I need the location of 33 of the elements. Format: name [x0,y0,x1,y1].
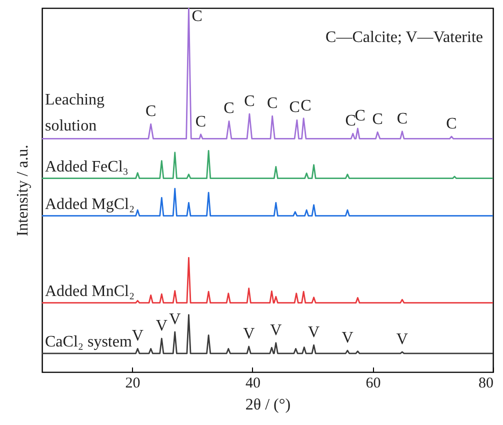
annotation: V [342,330,354,347]
series-label: CaCl₂ system [45,333,132,350]
annotation: C—Calcite; V—Vaterite [326,29,483,46]
annotation: C [289,99,300,116]
annotation: V [169,310,182,328]
series-label: Added MnCl₂ [45,282,135,300]
annotation: C [195,113,206,130]
series-label: Added MgCl₂ [45,196,135,213]
annotation: C [345,112,356,130]
y-axis-title: Intensity / a.u. [14,144,32,236]
annotation: C [192,8,202,25]
x-tick-label: 60 [366,376,381,392]
annotation: V [132,328,144,345]
annotation: V [243,326,256,343]
annotation: C [300,97,312,114]
annotation: C [244,92,255,110]
x-tick-label: 40 [245,376,260,392]
annotation: C [446,115,457,132]
annotation: V [396,330,408,348]
x-axis-title: 2θ / (°) [245,396,291,414]
annotation: C [224,100,234,118]
annotation: C [396,110,408,128]
x-tick-label: 80 [478,376,494,392]
annotation: C [354,107,366,124]
annotation: C [372,111,383,128]
x-tick-label: 20 [125,376,140,392]
annotation: C [266,95,278,112]
annotation: V [156,318,168,335]
annotation: V [308,324,320,342]
series-label: Added FeCl₃ [45,158,128,176]
annotation: V [270,322,282,339]
series-label: Leaching solution [45,92,105,135]
annotation: C [146,103,156,120]
